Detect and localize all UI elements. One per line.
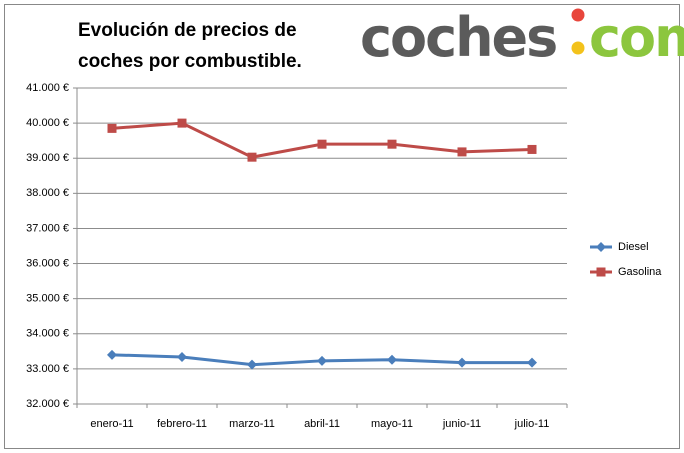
y-tick-label: 32.000 € [26, 398, 69, 410]
marker [317, 139, 327, 149]
x-tick-label: febrero-11 [157, 418, 207, 430]
y-tick-label: 39.000 € [26, 152, 69, 164]
x-tick-label: julio-11 [514, 418, 550, 430]
logo-dot [571, 8, 585, 22]
marker [596, 242, 606, 252]
y-tick-label: 34.000 € [26, 328, 69, 340]
marker [107, 123, 117, 133]
marker [527, 144, 537, 154]
logo-text: com [589, 6, 684, 69]
y-tick-label: 38.000 € [26, 187, 69, 199]
chart-title: Evolución de precios de [78, 20, 297, 41]
marker [107, 349, 117, 360]
x-tick-label: abril-11 [304, 418, 340, 430]
x-tick-label: enero-11 [90, 418, 133, 430]
y-tick-label: 35.000 € [26, 293, 69, 305]
y-tick-label: 36.000 € [26, 257, 69, 269]
legend-label: Diesel [618, 241, 649, 253]
marker [457, 147, 467, 157]
marker [247, 152, 257, 162]
y-tick-label: 37.000 € [26, 222, 69, 234]
marker [247, 359, 257, 370]
y-tick-label: 33.000 € [26, 363, 69, 375]
x-tick-label: marzo-11 [229, 418, 275, 430]
chart-title: coches por combustible. [78, 51, 302, 72]
marker [177, 351, 187, 362]
marker [317, 355, 327, 366]
marker [387, 139, 397, 149]
marker [596, 267, 606, 277]
logo-text: coches [360, 6, 556, 69]
logo-dot [571, 41, 585, 55]
legend-label: Gasolina [618, 266, 662, 278]
marker [387, 354, 397, 365]
marker [457, 357, 467, 368]
marker [527, 357, 537, 368]
x-tick-label: junio-11 [442, 418, 481, 430]
y-tick-label: 41.000 € [26, 82, 69, 94]
chart-border [4, 4, 680, 449]
x-tick-label: mayo-11 [371, 418, 413, 430]
y-tick-label: 40.000 € [26, 117, 69, 129]
marker [177, 118, 187, 128]
